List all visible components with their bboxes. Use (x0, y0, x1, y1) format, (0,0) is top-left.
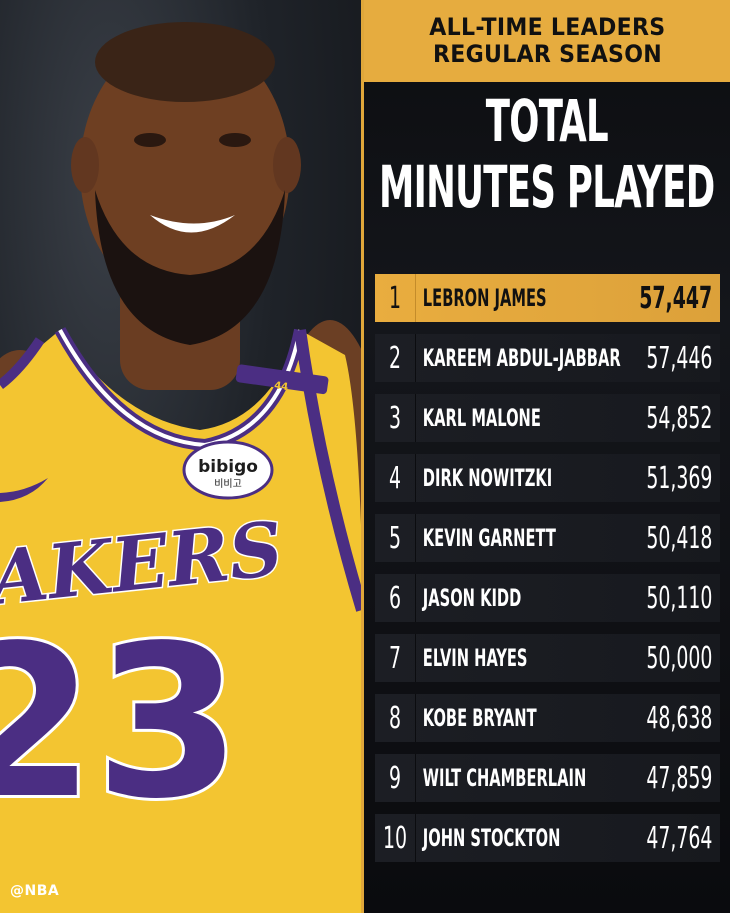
leader-name: JOHN STOCKTON (422, 824, 561, 852)
leader-value: 57,446 (645, 340, 712, 376)
leader-row: 7 ELVIN HAYES 50,000 (375, 634, 720, 682)
leader-value: 51,369 (645, 460, 712, 496)
leader-name: JASON KIDD (422, 584, 522, 612)
leader-row: 8 KOBE BRYANT 48,638 (375, 694, 720, 742)
beard (95, 190, 285, 345)
smile (150, 215, 235, 233)
title-line-2: MINUTES PLAYED (379, 153, 715, 221)
leader-rank: 1 (388, 280, 402, 316)
rank-divider (415, 634, 416, 682)
leader-name: LEBRON JAMES (422, 284, 547, 312)
rank-divider (415, 334, 416, 382)
leader-value: 54,852 (645, 400, 712, 436)
rank-divider (415, 454, 416, 502)
leader-value: 47,859 (645, 760, 712, 796)
leader-row: 3 KARL MALONE 54,852 (375, 394, 720, 442)
leader-value: 48,638 (645, 700, 712, 736)
leader-value: 50,000 (645, 640, 712, 676)
rank-divider (415, 574, 416, 622)
strap-band (235, 364, 329, 395)
leader-rank: 4 (388, 460, 402, 496)
leader-rank: 3 (388, 400, 402, 436)
leader-rank: 5 (388, 520, 402, 556)
right-ear (273, 137, 301, 193)
patch-line2: 비비고 (214, 478, 242, 490)
jersey-number: 23 (0, 600, 241, 845)
leader-rank: 2 (388, 340, 402, 376)
leader-name: WILT CHAMBERLAIN (422, 764, 587, 792)
nba-watermark: @NBA (10, 883, 60, 899)
rank-divider (415, 394, 416, 442)
rank-divider (415, 754, 416, 802)
stat-title: TOTAL MINUTES PLAYED (364, 88, 730, 220)
rank-divider (415, 694, 416, 742)
strap-number: 44 (273, 380, 288, 393)
leader-row: 6 JASON KIDD 50,110 (375, 574, 720, 622)
leader-value: 47,764 (645, 820, 712, 856)
player-illustration: bibigo 비비고 44 LAKERS 23 (0, 22, 364, 913)
jersey-armhole-left (0, 337, 45, 389)
swoosh-logo (0, 478, 48, 502)
rank-divider (415, 814, 416, 862)
leader-row: 5 KEVIN GARNETT 50,418 (375, 514, 720, 562)
leader-name: ELVIN HAYES (422, 644, 528, 672)
leader-row: 9 WILT CHAMBERLAIN 47,859 (375, 754, 720, 802)
leader-row: 1 LEBRON JAMES 57,447 (375, 274, 720, 322)
sponsor-patch (182, 440, 274, 500)
leader-value: 50,110 (645, 580, 712, 616)
leader-name: KEVIN GARNETT (422, 524, 556, 552)
jersey-armhole-right (294, 329, 364, 612)
leader-name: KOBE BRYANT (422, 704, 537, 732)
head (80, 35, 290, 305)
leader-value: 50,418 (645, 520, 712, 556)
gold-divider (361, 0, 365, 913)
patch-line1: bibigo (198, 457, 258, 477)
hair (95, 22, 275, 102)
rank-divider (415, 274, 416, 322)
stats-panel: ALL-TIME LEADERS REGULAR SEASON TOTAL MI… (364, 0, 730, 913)
header-band: ALL-TIME LEADERS REGULAR SEASON (364, 0, 730, 82)
jersey (0, 330, 364, 913)
right-eye (219, 133, 251, 147)
leader-rank: 9 (388, 760, 402, 796)
leader-value: 57,447 (639, 280, 712, 316)
leader-name: DIRK NOWITZKI (422, 464, 553, 492)
leader-rank: 8 (388, 700, 402, 736)
leader-name: KAREEM ABDUL-JABBAR (422, 344, 621, 372)
rank-divider (415, 514, 416, 562)
leader-row: 2 KAREEM ABDUL-JABBAR 57,446 (375, 334, 720, 382)
leader-row: 4 DIRK NOWITZKI 51,369 (375, 454, 720, 502)
leader-name: KARL MALONE (422, 404, 541, 432)
title-line-1: TOTAL (485, 87, 609, 155)
leader-rank: 7 (388, 640, 402, 676)
left-ear (71, 137, 99, 193)
left-eye (134, 133, 166, 147)
header-line-1: ALL-TIME LEADERS (428, 13, 666, 41)
leaders-list: 1 LEBRON JAMES 57,447 2 KAREEM ABDUL-JAB… (375, 274, 720, 874)
leader-rank: 6 (388, 580, 402, 616)
leader-row: 10 JOHN STOCKTON 47,764 (375, 814, 720, 862)
header-line-2: REGULAR SEASON (432, 40, 662, 68)
leader-rank: 10 (382, 820, 408, 856)
player-photo: bibigo 비비고 44 LAKERS 23 @NBA (0, 0, 364, 913)
